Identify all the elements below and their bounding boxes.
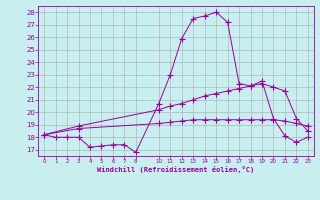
X-axis label: Windchill (Refroidissement éolien,°C): Windchill (Refroidissement éolien,°C): [97, 166, 255, 173]
